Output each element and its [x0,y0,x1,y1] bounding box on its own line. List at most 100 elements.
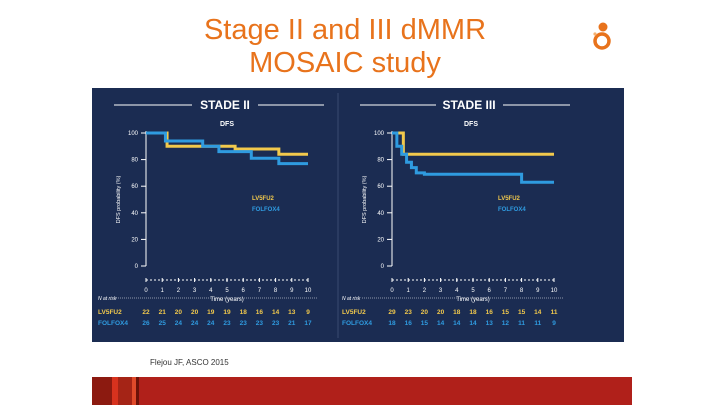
chart1-risk-cell: 21 [288,320,296,327]
chart1-y-tick-label: 80 [131,158,138,164]
slide-title: Stage II and III dMMR MOSAIC study [150,14,540,80]
chart2-risk-table-label: N at risk [342,296,361,302]
chart2-risk-cell: 14 [437,320,445,327]
chart1-risk-cell: 20 [175,309,183,316]
chart2-x-tick-label: 6 [488,288,492,294]
chart2-x-tick-label: 10 [551,288,558,294]
chart1-x-tick-label: 7 [258,288,262,294]
chart2-x-tick-label: 0 [390,288,394,294]
chart2-risk-cell: 11 [534,320,541,327]
chart1-title: STADE II [200,98,250,112]
slide-title-line1: Stage II and III dMMR [203,14,487,46]
chart1-y-axis-label: DFS probability (%) [116,175,122,223]
chart1-x-tick-label: 0 [144,288,148,294]
chart1-risk-row-name: FOLFOX4 [98,320,128,327]
chart1-legend-folfox4: FOLFOX4 [252,207,280,213]
chart1-risk-cell: 9 [306,309,310,316]
chart1-risk-row-name: LV5FU2 [98,309,122,316]
chart1-y-tick-label: 0 [135,264,139,270]
chart1-risk-cell: 23 [256,320,264,327]
chart2-risk-cell: 23 [405,309,413,316]
chart2-x-tick-label: 9 [536,288,540,294]
chart1-subtitle: DFS [220,121,234,128]
chart2-x-tick-label: 2 [423,288,427,294]
bar-block [112,377,118,405]
chart2-x-tick-label: 4 [455,288,459,294]
chart1-y-tick-label: 100 [128,131,139,137]
chart1-risk-cell: 23 [223,320,231,327]
chart1-risk-cell: 18 [240,309,248,316]
chart1-risk-cell: 23 [240,320,248,327]
chart1-x-tick-label: 8 [274,288,278,294]
chart1-x-tick-label: 3 [193,288,197,294]
chart2-risk-cell: 11 [551,309,558,316]
bar-block [92,377,112,405]
chart2-risk-cell: 15 [421,320,429,327]
chart1-risk-cell: 26 [142,320,150,327]
chart2-series-lv5fu2-line [392,131,554,156]
chart2-series-folfox4-line [392,131,554,184]
chart2-risk-cell: 29 [388,309,396,316]
chart2-y-tick-label: 40 [377,211,384,217]
chart2-legend-folfox4: FOLFOX4 [498,207,526,213]
chart2-y-axis-label: DFS probability (%) [362,175,368,223]
chart2-risk-cell: 18 [469,309,477,316]
citation: Flejou JF, ASCO 2015 [150,358,229,367]
bar-block [118,377,132,405]
logo-icon [593,22,611,50]
chart2-x-axis-label: Time (years) [456,297,489,303]
chart2-x-tick-label: 5 [471,288,475,294]
chart2-risk-cell: 12 [502,320,510,327]
chart2-risk-cell: 20 [421,309,429,316]
chart1-x-tick-label: 9 [290,288,294,294]
chart1-risk-cell: 23 [272,320,280,327]
chart2-risk-row-name: LV5FU2 [342,309,366,316]
chart2-risk-cell: 14 [469,320,477,327]
chart1-risk-cell: 19 [207,309,215,316]
chart1-series-folfox4-line [146,131,308,166]
chart2-x-tick-label: 7 [504,288,508,294]
chart2-legend-lv5fu2: LV5FU2 [498,196,521,202]
chart2-y-tick-label: 60 [377,184,384,190]
chart2-risk-cell: 16 [486,309,494,316]
chart2-risk-cell: 14 [453,320,461,327]
slide-title-line2: MOSAIC study [249,47,441,79]
chart1-risk-cell: 20 [191,309,199,316]
chart2-risk-cell: 18 [453,309,461,316]
chart1-x-axis-label: Time (years) [210,297,243,303]
chart2-y-tick-label: 0 [381,264,385,270]
chart2-x-tick-label: 3 [439,288,443,294]
chart2-x-tick-label: 8 [520,288,524,294]
chart1-risk-cell: 21 [159,309,167,316]
chart1-risk-cell: 17 [304,320,312,327]
chart2-risk-cell: 18 [388,320,396,327]
chart1-risk-cell: 25 [159,320,167,327]
chart1-y-tick-label: 60 [131,184,138,190]
bar-block [136,377,139,405]
bar-block [139,377,632,405]
chart1-x-tick-label: 6 [242,288,246,294]
chart2-y-tick-label: 100 [374,131,385,137]
chart1-x-tick-label: 10 [305,288,312,294]
chart1-risk-cell: 16 [256,309,264,316]
chart1-y-tick-label: 20 [131,237,138,243]
chart1-risk-cell: 24 [191,320,199,327]
chart1-y-tick-label: 40 [131,211,138,217]
chart2-risk-cell: 16 [405,320,413,327]
chart1-legend-lv5fu2: LV5FU2 [252,196,275,202]
chart1-risk-cell: 22 [142,309,150,316]
chart2-risk-row-name: FOLFOX4 [342,320,372,327]
chart2-y-tick-label: 80 [377,158,384,164]
chart2-risk-cell: 13 [486,320,494,327]
chart2-risk-cell: 20 [437,309,445,316]
chart2-title: STADE III [442,98,495,112]
chart1-x-tick-label: 2 [177,288,181,294]
chart1-risk-cell: 14 [272,309,280,316]
chart2-risk-cell: 14 [534,309,542,316]
chart1-x-tick-label: 4 [209,288,213,294]
chart2-x-tick-label: 1 [407,288,411,294]
chart1-x-tick-label: 1 [161,288,165,294]
chart2-risk-cell: 9 [552,320,556,327]
decorative-bottom-bar [92,377,632,405]
